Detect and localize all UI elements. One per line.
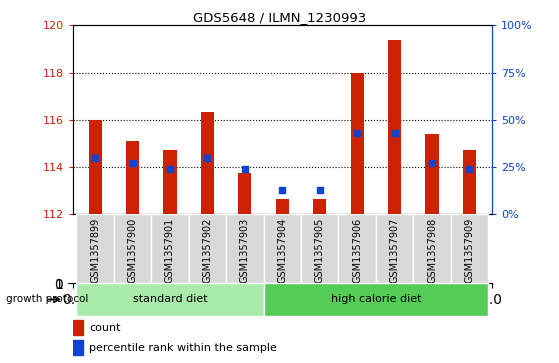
- Bar: [313, 199, 326, 214]
- Bar: [276, 199, 289, 214]
- Text: GSM1357904: GSM1357904: [277, 218, 287, 283]
- Point: [165, 166, 174, 172]
- FancyBboxPatch shape: [226, 214, 264, 283]
- Text: GSM1357899: GSM1357899: [90, 218, 100, 283]
- FancyBboxPatch shape: [451, 214, 488, 283]
- FancyBboxPatch shape: [376, 214, 413, 283]
- Text: GSM1357900: GSM1357900: [127, 218, 138, 283]
- Text: GSM1357902: GSM1357902: [202, 218, 212, 283]
- Text: GDS5648 / ILMN_1230993: GDS5648 / ILMN_1230993: [193, 11, 366, 24]
- Bar: [238, 173, 252, 214]
- Text: GSM1357903: GSM1357903: [240, 218, 250, 283]
- FancyBboxPatch shape: [413, 214, 451, 283]
- Text: standard diet: standard diet: [132, 294, 207, 305]
- FancyBboxPatch shape: [77, 214, 114, 283]
- Bar: [388, 40, 401, 214]
- Point: [91, 155, 100, 160]
- Point: [428, 160, 437, 166]
- Text: high calorie diet: high calorie diet: [330, 294, 421, 305]
- Text: GSM1357907: GSM1357907: [390, 218, 400, 283]
- Point: [315, 187, 324, 192]
- FancyBboxPatch shape: [338, 214, 376, 283]
- Point: [353, 130, 362, 136]
- Bar: [163, 150, 177, 214]
- Point: [465, 166, 474, 172]
- Text: GSM1357908: GSM1357908: [427, 218, 437, 283]
- FancyBboxPatch shape: [151, 214, 189, 283]
- Text: GSM1357905: GSM1357905: [315, 218, 325, 283]
- FancyBboxPatch shape: [189, 214, 226, 283]
- Point: [203, 155, 212, 160]
- FancyBboxPatch shape: [264, 283, 488, 316]
- Text: count: count: [89, 323, 121, 333]
- Bar: [350, 73, 364, 214]
- Bar: [463, 150, 476, 214]
- Bar: [425, 134, 439, 214]
- FancyBboxPatch shape: [301, 214, 338, 283]
- FancyBboxPatch shape: [114, 214, 151, 283]
- Point: [128, 160, 137, 166]
- FancyBboxPatch shape: [264, 214, 301, 283]
- Bar: [126, 141, 139, 214]
- Point: [240, 166, 249, 172]
- Bar: [73, 320, 83, 335]
- Text: growth protocol: growth protocol: [6, 294, 88, 305]
- Bar: [88, 120, 102, 214]
- Text: percentile rank within the sample: percentile rank within the sample: [89, 343, 277, 352]
- Text: GSM1357909: GSM1357909: [465, 218, 475, 283]
- Text: GSM1357906: GSM1357906: [352, 218, 362, 283]
- Bar: [201, 111, 214, 214]
- Point: [278, 187, 287, 192]
- Point: [390, 130, 399, 136]
- FancyBboxPatch shape: [77, 283, 264, 316]
- Text: GSM1357901: GSM1357901: [165, 218, 175, 283]
- Bar: [73, 340, 83, 355]
